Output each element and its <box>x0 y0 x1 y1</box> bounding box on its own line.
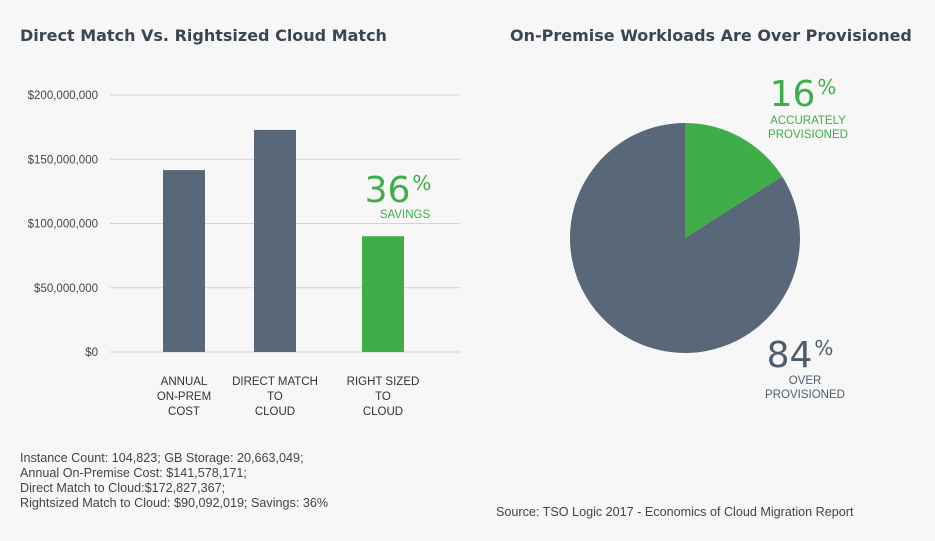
bar-chart-title: Direct Match Vs. Rightsized Cloud Match <box>20 26 387 45</box>
x-category-label: RIGHT SIZED TO CLOUD <box>347 376 420 418</box>
source-note: Source: TSO Logic 2017 - Economics of Cl… <box>496 505 854 519</box>
x-category-label: DIRECT MATCH TO CLOUD <box>232 376 318 418</box>
savings-percent-sign: % <box>412 171 431 195</box>
slice-label: ACCURATELY PROVISIONED <box>768 115 848 141</box>
slice-percent: 84% <box>767 335 834 376</box>
pie-chart-title: On-Premise Workloads Are Over Provisione… <box>510 26 912 45</box>
pie-slice <box>569 123 800 353</box>
footnote-line: Rightsized Match to Cloud: $90,092,019; … <box>20 496 329 510</box>
y-tick-label: $0 <box>85 347 98 359</box>
slice-label-line: OVER <box>789 375 822 387</box>
y-tick-label: $50,000,000 <box>34 283 98 295</box>
slice-label-line: ACCURATELY <box>770 115 846 127</box>
x-category-line: TO <box>267 391 283 403</box>
footnote-line: Instance Count: 104,823; GB Storage: 20,… <box>20 451 304 465</box>
slice-percent: 16% <box>770 74 837 115</box>
savings-percent: 36% <box>365 170 432 211</box>
y-tick-label: $150,000,000 <box>28 154 98 166</box>
x-category-line: COST <box>168 406 200 418</box>
bar <box>163 170 205 352</box>
footnotes: Instance Count: 104,823; GB Storage: 20,… <box>20 451 328 511</box>
slice-value: 16 <box>770 74 816 115</box>
x-category-label: ANNUAL ON-PREM COST <box>157 376 211 418</box>
slice-label-line: PROVISIONED <box>768 129 848 141</box>
footnote-line: Direct Match to Cloud:$172,827,367; <box>20 481 226 495</box>
bar <box>362 236 404 352</box>
footnote-line: Annual On-Premise Cost: $141,578,171; <box>20 466 247 480</box>
slice-percent-sign: % <box>814 336 833 360</box>
x-category-line: DIRECT MATCH <box>232 376 318 388</box>
slice-value: 84 <box>767 335 813 376</box>
y-tick-label: $100,000,000 <box>28 219 98 231</box>
slice-label: OVER PROVISIONED <box>765 375 845 401</box>
x-category-line: CLOUD <box>363 406 403 418</box>
bar <box>254 129 296 352</box>
slice-percent-sign: % <box>817 75 836 99</box>
x-category-line: RIGHT SIZED <box>347 376 420 388</box>
savings-value: 36 <box>365 170 411 211</box>
x-category-line: ON-PREM <box>157 391 211 403</box>
x-category-line: CLOUD <box>255 406 295 418</box>
slice-label-line: PROVISIONED <box>765 389 845 401</box>
pie-slice <box>685 123 783 238</box>
x-category-line: TO <box>375 391 391 403</box>
savings-label: SAVINGS <box>380 209 431 221</box>
y-tick-label: $200,000,000 <box>28 90 98 102</box>
x-category-line: ANNUAL <box>161 376 208 388</box>
